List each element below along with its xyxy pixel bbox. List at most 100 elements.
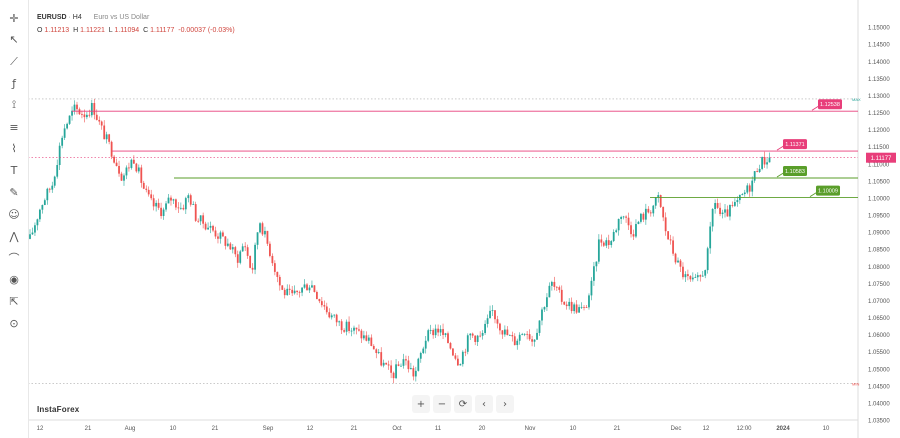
candle-body: [402, 359, 405, 366]
candle-body: [88, 114, 91, 116]
level-label-box: [816, 185, 840, 196]
time-tick-label: Sep: [263, 426, 274, 432]
candle-body: [350, 330, 353, 332]
candle-body: [533, 339, 536, 342]
candle-body: [395, 364, 397, 379]
price-tick-label: 1.07500: [868, 282, 890, 288]
candle-body: [236, 254, 239, 263]
candle-body: [649, 212, 652, 214]
level-label-box: [783, 139, 807, 150]
ruler-icon[interactable]: ⟟: [11, 98, 17, 112]
candle-body: [298, 291, 301, 293]
price-tick-label: 1.08500: [868, 248, 890, 254]
magnet-icon[interactable]: ⌒: [8, 251, 20, 265]
candle-body: [254, 244, 256, 270]
candle-body: [548, 285, 551, 298]
reset-view-button[interactable]: ⟳: [454, 395, 472, 413]
snapshot-icon[interactable]: ⊙: [9, 316, 19, 330]
candle-body: [335, 314, 338, 323]
candle-body: [105, 134, 108, 140]
close-value: 1.11177: [150, 27, 175, 34]
candle-body: [150, 194, 153, 199]
candle-body: [281, 285, 284, 290]
candle-body: [734, 202, 736, 206]
candle-body: [573, 304, 576, 312]
cursor-icon[interactable]: ↖: [9, 33, 19, 47]
candle-body: [721, 212, 724, 215]
candle-body: [313, 285, 316, 293]
candle-body: [437, 328, 439, 333]
candle-body: [318, 299, 321, 302]
candle-body: [278, 276, 281, 286]
candle-body: [687, 274, 689, 277]
candle-body: [38, 209, 41, 220]
candle-body: [508, 335, 511, 336]
candle-body: [585, 307, 588, 309]
candle-body: [333, 314, 336, 316]
candle-body: [704, 270, 707, 276]
candle-body: [494, 310, 496, 320]
eye-icon[interactable]: ◉: [9, 273, 19, 287]
candle-body: [61, 137, 64, 146]
candle-body: [209, 225, 212, 228]
pattern-icon[interactable]: ⌇: [11, 142, 17, 156]
candle-body: [372, 345, 375, 350]
candle-body: [486, 318, 489, 324]
candle-body: [137, 167, 140, 172]
candle-body: [442, 329, 444, 335]
zoom-out-button[interactable]: −: [433, 395, 451, 413]
candle-body: [56, 165, 59, 177]
candle-body: [484, 323, 486, 333]
candle-body: [701, 275, 704, 277]
candle-body: [155, 202, 158, 207]
candle-body: [731, 204, 734, 206]
candle-body: [311, 285, 313, 288]
trend-line-icon[interactable]: ⟋: [10, 54, 18, 68]
scroll-back-button[interactable]: ‹: [475, 395, 493, 413]
fx-icon[interactable]: ƒ: [12, 76, 16, 90]
price-tick-label: 1.05500: [868, 350, 890, 356]
candle-body: [323, 305, 326, 307]
candle-body: [516, 340, 519, 346]
candle-body: [736, 200, 739, 203]
price-tick-label: 1.04500: [868, 384, 890, 390]
candle-body: [682, 266, 684, 278]
level-label-text: 1.11371: [785, 142, 804, 148]
price-tick-label: 1.14500: [868, 43, 890, 49]
candle-body: [328, 312, 331, 318]
candle-body: [541, 309, 543, 321]
candle-body: [43, 200, 46, 206]
candle-body: [474, 335, 477, 342]
candle-body: [419, 352, 422, 359]
candle-body: [246, 247, 249, 256]
forecast-icon[interactable]: ⋀: [9, 229, 19, 243]
candle-body: [367, 337, 370, 341]
brush-icon[interactable]: ✎: [9, 185, 19, 199]
candle-body: [632, 234, 635, 237]
candle-body: [192, 204, 195, 205]
time-tick-label: 11: [435, 426, 442, 432]
price-tick-label: 1.06000: [868, 333, 890, 339]
fib-icon[interactable]: ≡: [9, 120, 19, 134]
candle-body: [108, 134, 111, 142]
zoom-in-button[interactable]: +: [412, 395, 430, 413]
candle-body: [654, 197, 657, 206]
candle-body: [100, 121, 103, 126]
candle-body: [316, 292, 318, 300]
time-tick-label: 21: [614, 426, 621, 432]
candle-body: [202, 215, 205, 224]
emoji-icon[interactable]: ☺: [8, 207, 20, 221]
candle-body: [31, 232, 34, 235]
candle-body: [568, 301, 571, 307]
candle-body: [560, 289, 563, 302]
export-icon[interactable]: ⇱: [9, 294, 19, 308]
crosshair-icon[interactable]: ✛: [9, 11, 19, 25]
timeframe-label[interactable]: H4: [72, 14, 82, 21]
max-marker: MAX: [852, 97, 861, 102]
candle-body: [461, 351, 464, 365]
text-icon[interactable]: T: [10, 164, 18, 178]
candle-body: [414, 370, 417, 377]
candle-body: [165, 203, 167, 210]
scroll-forward-button[interactable]: ›: [496, 395, 514, 413]
